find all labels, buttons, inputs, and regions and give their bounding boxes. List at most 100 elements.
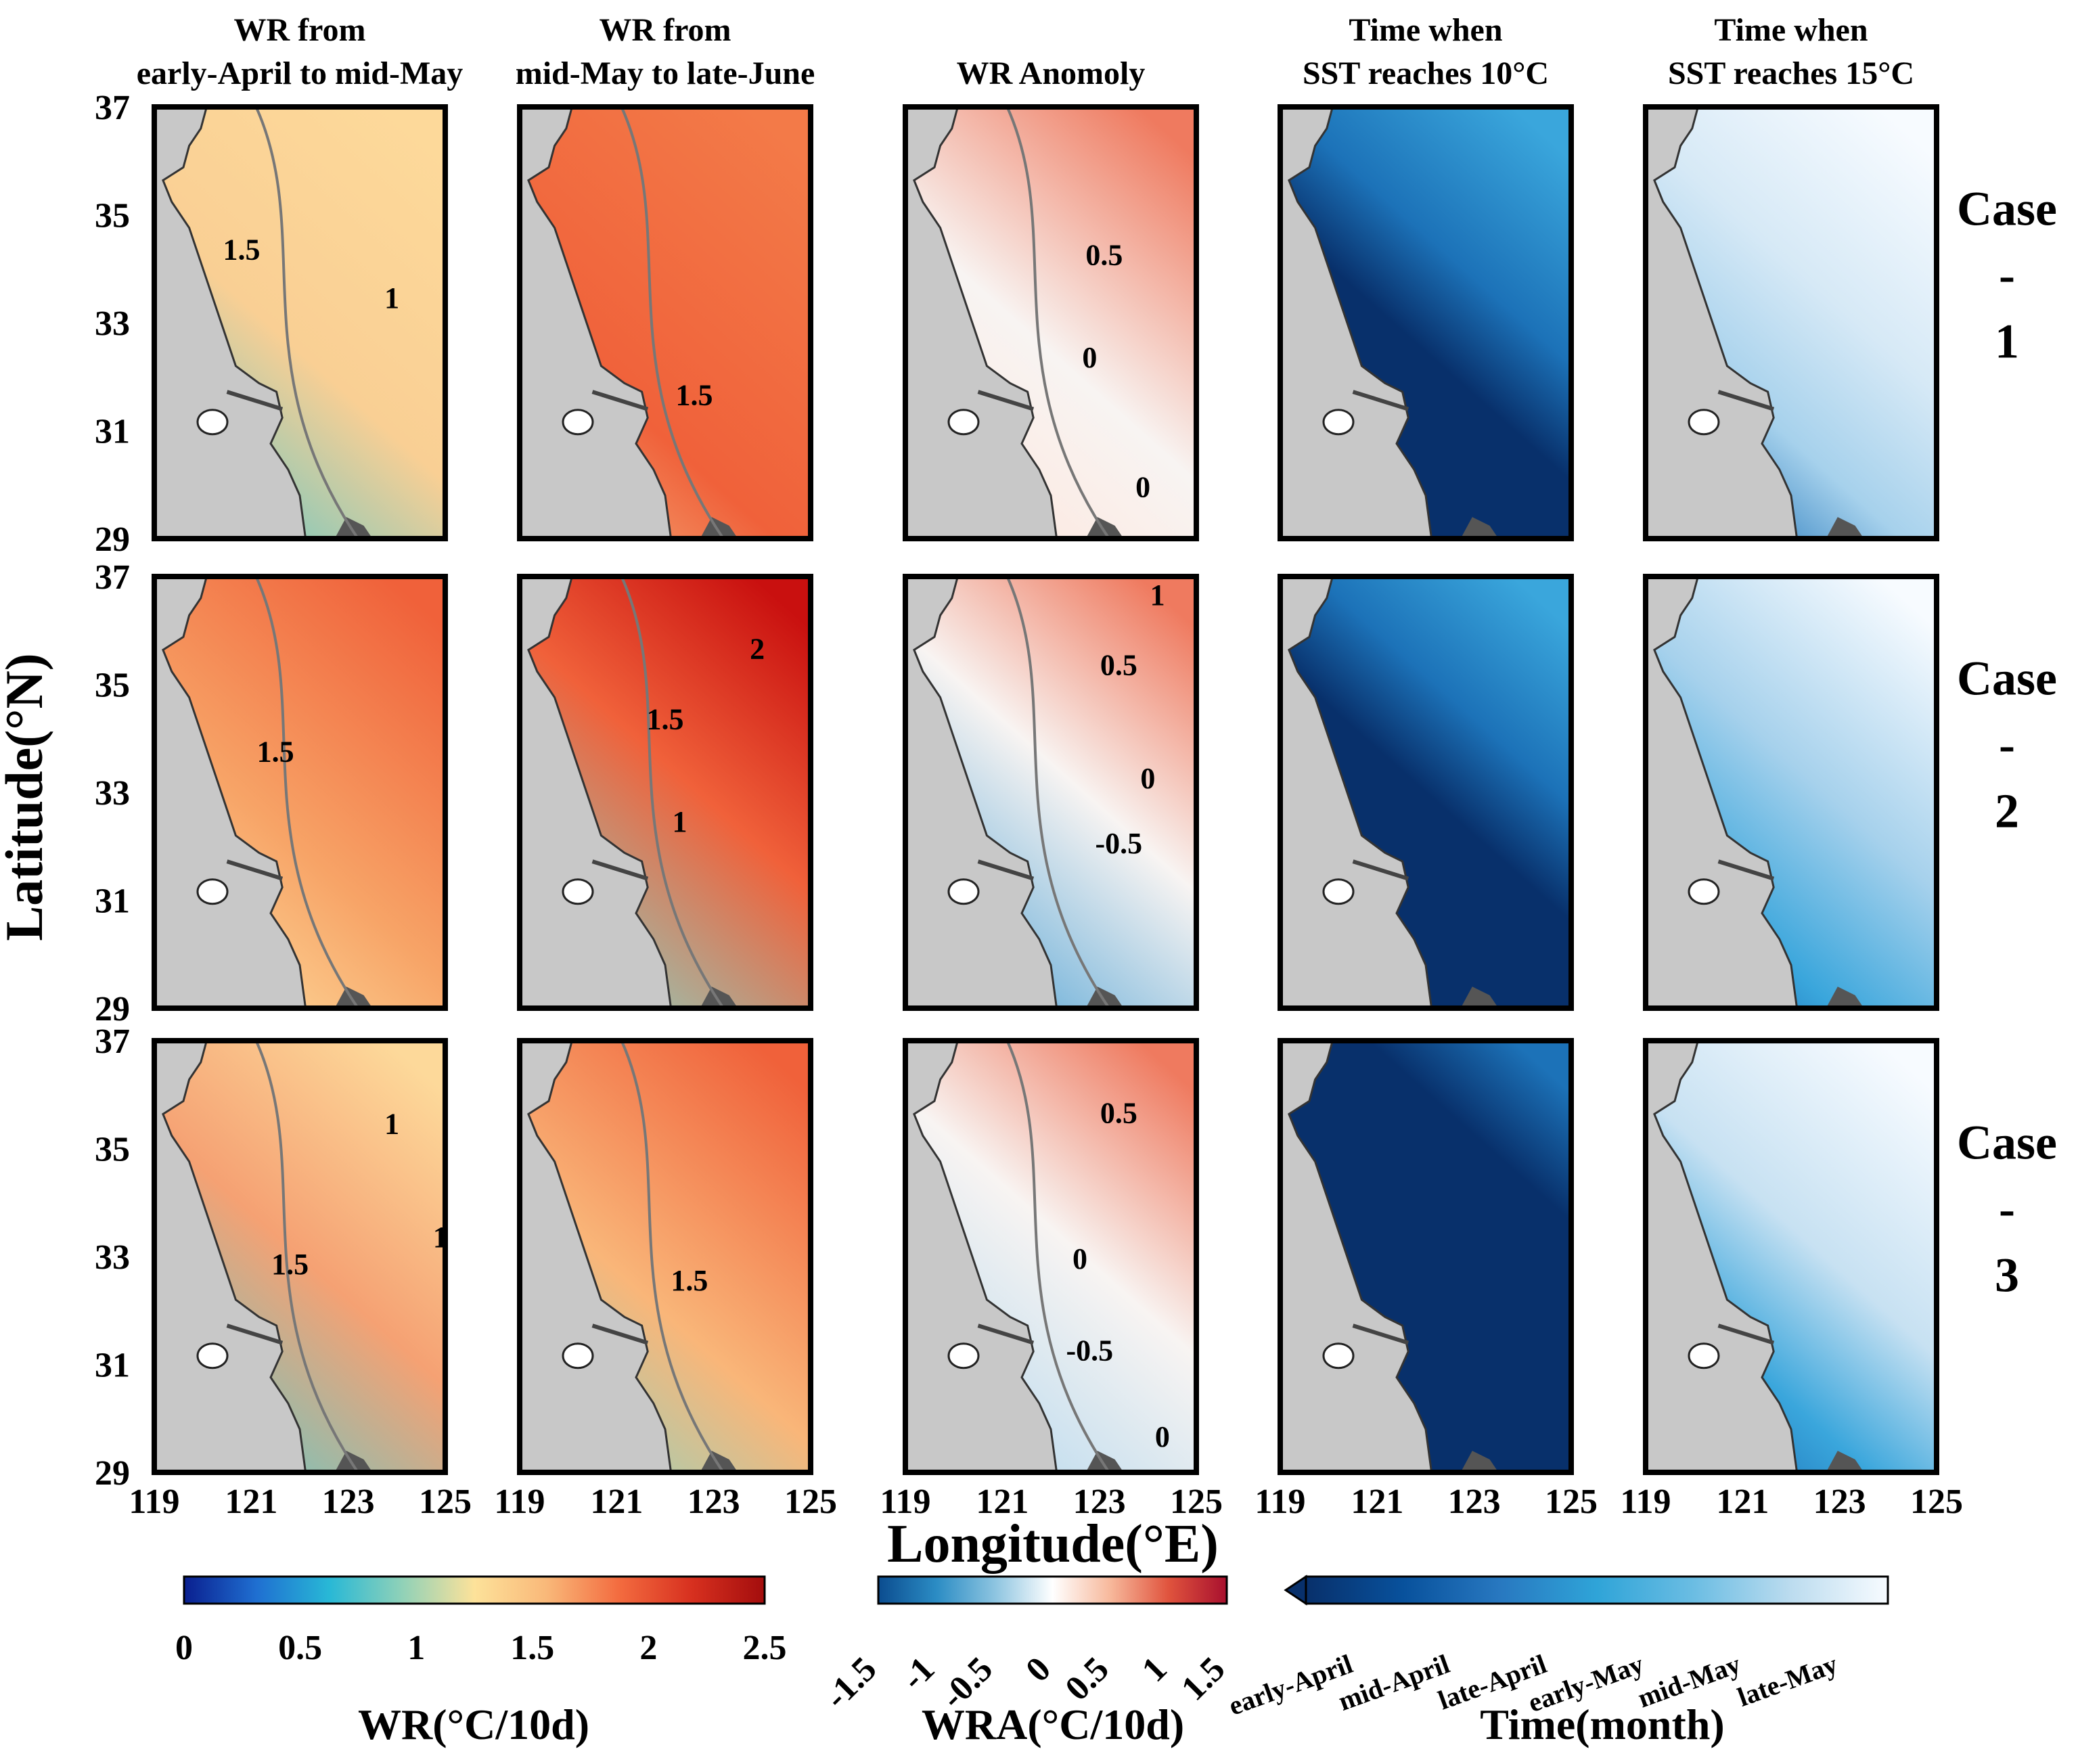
estuary bbox=[1717, 390, 1775, 411]
panel-frame bbox=[152, 104, 448, 541]
islands bbox=[334, 987, 373, 1008]
land-mask bbox=[1644, 1039, 1799, 1474]
contour-label: 1 bbox=[384, 281, 399, 315]
contour-line bbox=[254, 1040, 359, 1474]
x-tick-label: 121 bbox=[1351, 1483, 1403, 1521]
panel-wr1-case-2 bbox=[152, 574, 448, 1011]
estuary bbox=[591, 1324, 649, 1345]
islands bbox=[1826, 1451, 1864, 1472]
panel-t10-case-3 bbox=[1278, 1038, 1574, 1475]
panel-frame bbox=[903, 1038, 1199, 1475]
panel-frame bbox=[1643, 574, 1939, 1011]
islands bbox=[1460, 987, 1499, 1008]
column-title-wra: WR Anomoly bbox=[957, 55, 1146, 91]
column-title-t10: SST reaches 10°C bbox=[1303, 55, 1549, 91]
contour-label: 1 bbox=[384, 1108, 399, 1141]
y-tick-label: 29 bbox=[95, 520, 130, 559]
panel-frame bbox=[517, 1038, 813, 1475]
contour-label: 1.5 bbox=[223, 233, 261, 266]
x-tick-label: 125 bbox=[1545, 1483, 1598, 1521]
islands bbox=[1085, 987, 1124, 1008]
contour-label: 1.5 bbox=[671, 1264, 708, 1297]
panel-t10-case-2 bbox=[1278, 574, 1574, 1011]
y-tick-label: 37 bbox=[95, 558, 130, 597]
contour-label: 1.5 bbox=[647, 702, 684, 736]
y-tick-label: 31 bbox=[95, 1347, 130, 1385]
land-mask bbox=[518, 575, 673, 1010]
contour-line bbox=[620, 106, 725, 540]
lake bbox=[562, 409, 594, 436]
x-tick-label: 123 bbox=[1448, 1483, 1501, 1521]
contour-label: 0.5 bbox=[1100, 649, 1137, 682]
panel-frame bbox=[1278, 574, 1574, 1011]
case-labels: Case - 1 Case - 2 Case - 3 bbox=[1957, 181, 2057, 1302]
land-mask bbox=[1279, 575, 1433, 1010]
case-label-1: - bbox=[1999, 248, 2015, 302]
colorbar-gradient bbox=[183, 1575, 766, 1605]
contour-label: 1 bbox=[433, 1221, 448, 1254]
colorbar-tick-label: 1 bbox=[407, 1629, 425, 1667]
estuary bbox=[226, 859, 284, 881]
land-mask bbox=[1644, 575, 1799, 1010]
colorbar-tick-label: 0.5 bbox=[1058, 1650, 1116, 1708]
colorbar-tick-label: late-May bbox=[1734, 1648, 1841, 1713]
estuary bbox=[226, 390, 284, 411]
colorbar-tick-label: 1.5 bbox=[1174, 1650, 1232, 1708]
case-label-3: Case bbox=[1957, 1115, 2057, 1169]
x-tick-label: 123 bbox=[1073, 1483, 1126, 1521]
colorbar-time: early-Aprilmid-Aprillate-Aprilearly-Maym… bbox=[1225, 1575, 1889, 1748]
islands bbox=[1085, 517, 1124, 539]
case-label-3: - bbox=[1999, 1181, 2015, 1236]
case-label-3: 3 bbox=[1995, 1248, 2019, 1302]
islands bbox=[1460, 517, 1499, 539]
x-tick-label: 119 bbox=[494, 1483, 545, 1521]
panel-wr2-case-3 bbox=[517, 1038, 813, 1475]
y-tick-label: 33 bbox=[95, 1238, 130, 1277]
column-title-t10: Time when bbox=[1349, 12, 1502, 48]
contour-line bbox=[1006, 106, 1110, 540]
contour-label: 0.5 bbox=[1100, 1097, 1137, 1130]
x-tick-label: 121 bbox=[976, 1483, 1029, 1521]
column-title-wr1: WR from bbox=[233, 12, 365, 48]
y-axis-label: Latitude(°N) bbox=[0, 653, 53, 941]
contour-line bbox=[254, 106, 359, 540]
case-label-1: 1 bbox=[1995, 314, 2019, 368]
land-mask bbox=[153, 575, 307, 1010]
estuary bbox=[1352, 1324, 1409, 1345]
colorbar-tick-label: 1 bbox=[1135, 1650, 1175, 1690]
x-tick-label: 123 bbox=[322, 1483, 375, 1521]
panel-frame bbox=[1643, 1038, 1939, 1475]
y-tick-label: 35 bbox=[95, 666, 130, 705]
y-tick-label: 29 bbox=[95, 1454, 130, 1493]
panel-frame bbox=[517, 104, 813, 541]
contour-label: 1.5 bbox=[676, 379, 713, 412]
land-mask bbox=[518, 106, 673, 540]
estuary bbox=[1352, 859, 1409, 881]
colorbar-extend-arrow bbox=[1284, 1575, 1307, 1606]
x-tick-label: 119 bbox=[1620, 1483, 1671, 1521]
panel-t10-case-1 bbox=[1278, 104, 1574, 541]
estuary bbox=[1717, 859, 1775, 881]
colorbar-tick-label: 2.5 bbox=[743, 1629, 787, 1667]
contour-label: 0.5 bbox=[1085, 238, 1123, 271]
x-tick-label: 123 bbox=[1813, 1483, 1866, 1521]
contour-label: 1.5 bbox=[271, 1248, 309, 1281]
contour-label: 1 bbox=[1150, 579, 1165, 612]
islands bbox=[700, 987, 738, 1008]
x-tick-label: 121 bbox=[590, 1483, 643, 1521]
case-label-1: Case bbox=[1957, 181, 2057, 235]
islands bbox=[1460, 1451, 1499, 1472]
panel-wra-case-2 bbox=[903, 574, 1199, 1011]
map-panels: 1.5 1 1.5 0.5 0 0 1.5 2 1.5 1 1 0.5 0 -0.5 1 1 1.5 1.5 0.5… bbox=[152, 104, 1939, 1475]
colorbar-tick-label: 2 bbox=[639, 1629, 657, 1667]
colorbar-tick-label: 0.5 bbox=[278, 1629, 322, 1667]
panel-wra-case-1 bbox=[903, 104, 1199, 541]
panel-wr2-case-1 bbox=[517, 104, 813, 541]
colorbar-tick-label: -1.5 bbox=[817, 1650, 884, 1717]
estuary bbox=[226, 1324, 284, 1345]
land-mask bbox=[1644, 106, 1799, 540]
x-tick-label: 123 bbox=[687, 1483, 740, 1521]
lake bbox=[1688, 1342, 1720, 1370]
colorbar-tick-label: 0 bbox=[1018, 1650, 1058, 1690]
panel-t15-case-1 bbox=[1643, 104, 1939, 541]
